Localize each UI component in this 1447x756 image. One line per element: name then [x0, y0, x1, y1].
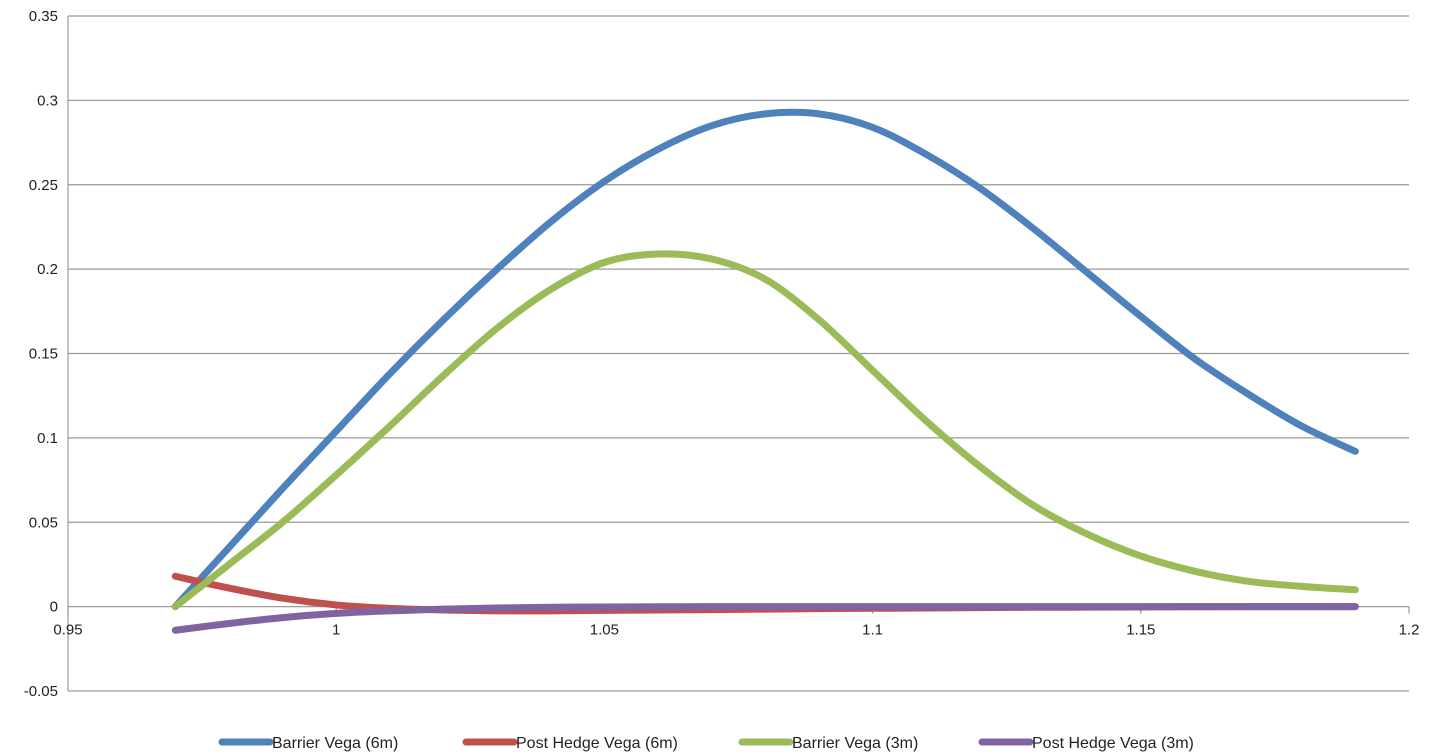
legend-item-barrier-vega-3m: Barrier Vega (3m) [738, 735, 918, 752]
y-tick-label: 0.25 [29, 177, 58, 194]
y-tick-label: 0.15 [29, 346, 58, 363]
legend-item-post-hedge-vega-3m: Post Hedge Vega (3m) [978, 735, 1194, 752]
y-tick-label: 0 [50, 599, 58, 616]
legend: Barrier Vega (6m) Post Hedge Vega (6m) Bar… [218, 735, 1194, 752]
y-tick-label: 0.3 [37, 92, 58, 109]
x-tick-label: 1 [332, 622, 340, 639]
legend-label: Post Hedge Vega (3m) [1032, 735, 1194, 752]
x-tick-label: 1.2 [1399, 622, 1420, 639]
legend-item-barrier-vega-6m: Barrier Vega (6m) [218, 735, 398, 752]
legend-label: Barrier Vega (6m) [272, 735, 398, 752]
y-axis-tick-labels: -0.05 0 0.05 0.1 0.15 0.2 0.25 0.3 0.35 [24, 8, 58, 700]
legend-label: Post Hedge Vega (6m) [516, 735, 678, 752]
x-tick-label: 1.15 [1126, 622, 1155, 639]
legend-item-post-hedge-vega-6m: Post Hedge Vega (6m) [462, 735, 678, 752]
x-tick-label: 1.1 [862, 622, 883, 639]
series-lines [171, 108, 1359, 634]
series-line-post-hedge-vega-3m [171, 603, 1359, 634]
legend-label: Barrier Vega (3m) [792, 735, 918, 752]
y-tick-label: -0.05 [24, 683, 58, 700]
y-tick-label: 0.35 [29, 8, 58, 25]
y-tick-label: 0.2 [37, 261, 58, 278]
series-line-barrier-vega-6m [171, 108, 1359, 611]
y-tick-label: 0.05 [29, 514, 58, 531]
y-tick-label: 0.1 [37, 430, 58, 447]
x-axis-tick-labels: 0.95 1 1.05 1.1 1.15 1.2 [53, 622, 1419, 639]
x-tick-label: 0.95 [53, 622, 82, 639]
series-line-barrier-vega-3m [171, 250, 1359, 611]
x-tick-label: 1.05 [590, 622, 619, 639]
